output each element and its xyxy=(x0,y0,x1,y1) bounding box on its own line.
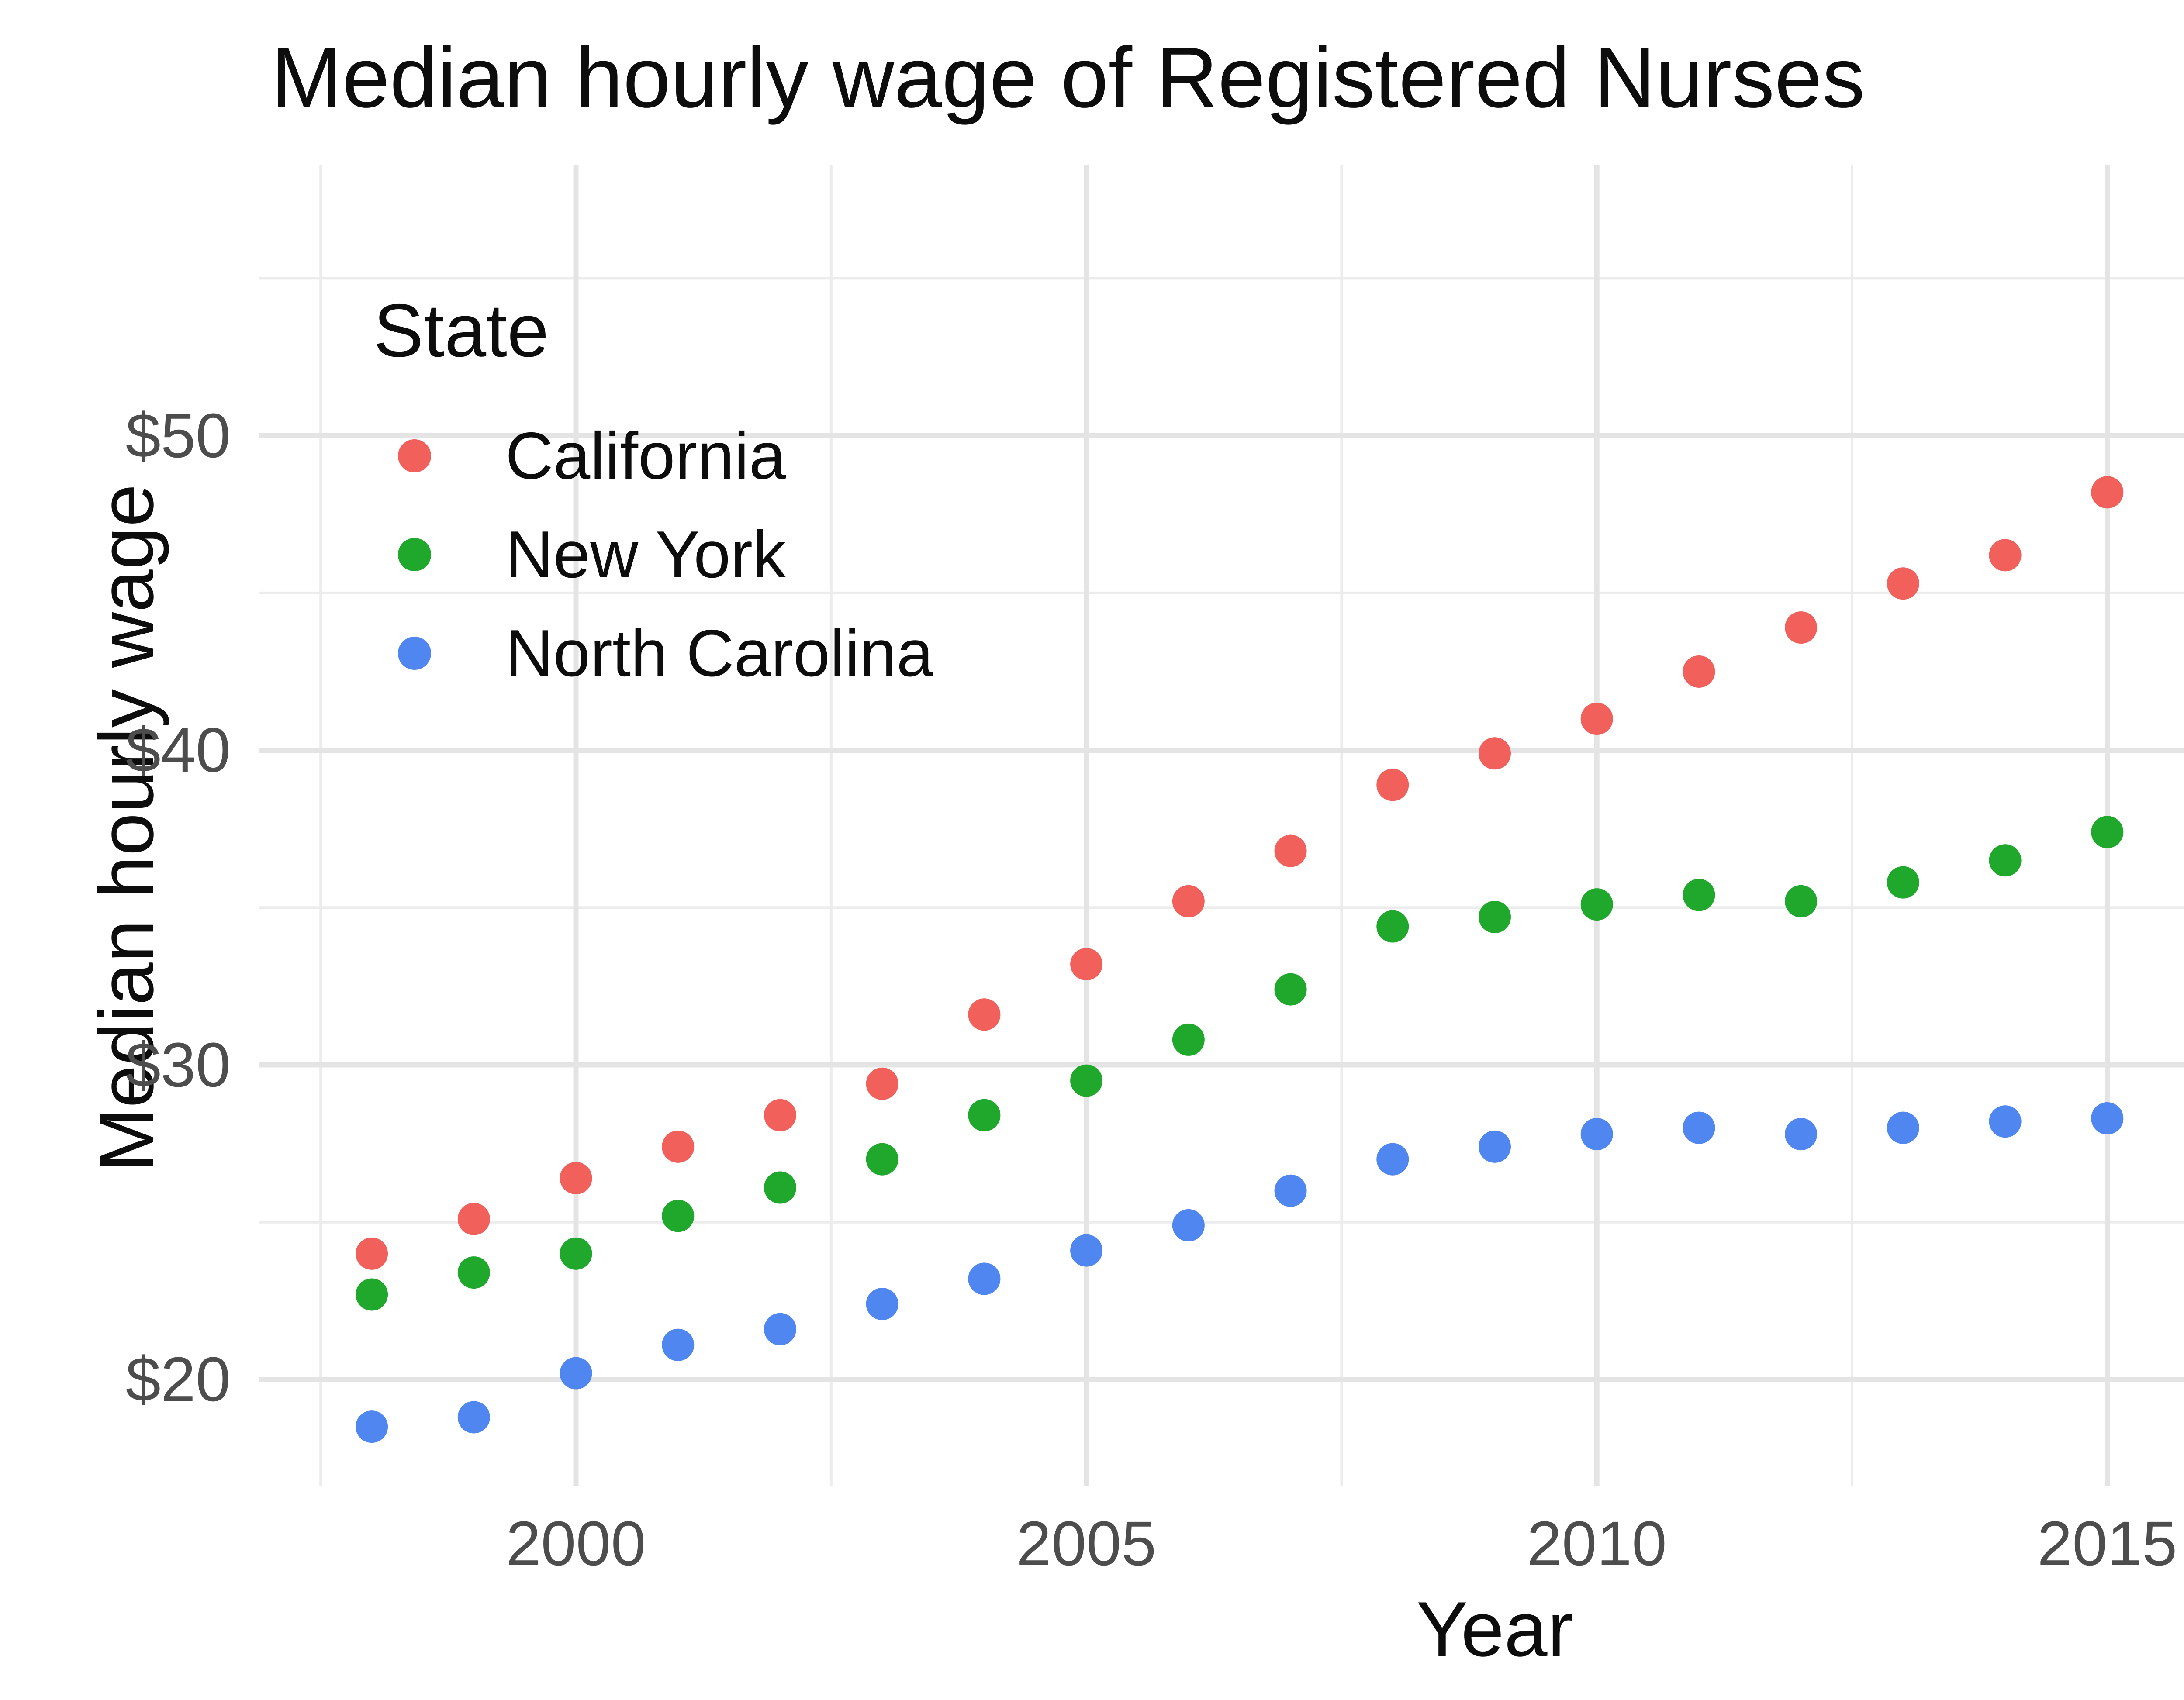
data-point xyxy=(866,1067,898,1100)
data-point xyxy=(1683,1111,1715,1144)
data-point xyxy=(356,1278,388,1311)
y-tick-label: $50 xyxy=(125,400,231,471)
data-point xyxy=(1683,655,1715,688)
north-carolina-dot-icon xyxy=(398,637,431,670)
data-point xyxy=(1580,703,1613,735)
x-axis-title: Year xyxy=(1416,1586,1573,1672)
data-point xyxy=(1479,900,1511,933)
x-tick-label: 2010 xyxy=(1527,1508,1667,1579)
data-point xyxy=(764,1171,796,1204)
y-tick-label: $40 xyxy=(125,715,231,786)
legend-item-label: North Carolina xyxy=(505,616,933,690)
x-tick-label: 2005 xyxy=(1016,1508,1157,1579)
data-point xyxy=(1683,879,1715,911)
data-point xyxy=(1785,611,1818,644)
legend-item-new-york: New York xyxy=(373,505,933,604)
data-point xyxy=(457,1256,490,1289)
data-point xyxy=(662,1200,695,1232)
data-point xyxy=(2091,816,2124,848)
data-point xyxy=(1989,844,2022,877)
data-point xyxy=(1989,1105,2022,1138)
y-tick-label: $30 xyxy=(125,1029,231,1100)
legend-item-california: California xyxy=(373,407,933,505)
data-point xyxy=(1070,1234,1103,1267)
data-point xyxy=(1376,910,1409,943)
x-tick-label: 2000 xyxy=(506,1508,646,1579)
data-point xyxy=(662,1130,695,1163)
data-point xyxy=(1887,567,1919,600)
data-point xyxy=(1580,1118,1613,1151)
data-point xyxy=(968,1099,1001,1131)
data-point xyxy=(1274,1174,1307,1207)
data-point xyxy=(968,1262,1001,1295)
data-point xyxy=(1070,1064,1103,1097)
data-point xyxy=(560,1162,592,1194)
data-point xyxy=(560,1237,592,1270)
legend-item-north-carolina: North Carolina xyxy=(373,604,933,703)
data-point xyxy=(1887,866,1919,899)
data-point xyxy=(866,1143,898,1176)
data-point xyxy=(1989,539,2022,572)
data-point xyxy=(1785,1118,1818,1151)
data-point xyxy=(1376,769,1409,801)
x-tick-label: 2015 xyxy=(2037,1508,2177,1579)
data-point xyxy=(1479,737,1511,770)
data-point xyxy=(2091,476,2124,509)
data-point xyxy=(457,1203,490,1235)
data-point xyxy=(866,1288,898,1321)
data-point xyxy=(662,1328,695,1361)
data-point xyxy=(356,1237,388,1270)
data-point xyxy=(764,1099,796,1131)
data-point xyxy=(1479,1130,1511,1163)
data-point xyxy=(1785,885,1818,917)
data-point xyxy=(1172,1209,1205,1242)
new-york-dot-icon xyxy=(398,538,431,571)
data-point xyxy=(1172,1023,1205,1056)
data-point xyxy=(1172,885,1205,917)
data-point xyxy=(1887,1111,1919,1144)
legend: State California New York North Carolina xyxy=(373,284,933,703)
data-point xyxy=(764,1313,796,1345)
data-point xyxy=(1274,973,1307,1006)
data-point xyxy=(1070,948,1103,981)
data-point xyxy=(1274,834,1307,867)
data-point xyxy=(560,1357,592,1390)
legend-item-label: New York xyxy=(505,517,786,592)
data-point xyxy=(356,1410,388,1443)
legend-item-label: California xyxy=(505,418,786,493)
data-point xyxy=(457,1401,490,1434)
data-point xyxy=(968,998,1001,1031)
data-point xyxy=(1580,888,1613,921)
data-point xyxy=(2091,1102,2124,1135)
data-point xyxy=(1376,1143,1409,1176)
chart-title: Median hourly wage of Registered Nurses xyxy=(271,30,1865,125)
california-dot-icon xyxy=(398,439,431,472)
legend-title: State xyxy=(373,289,549,372)
y-tick-labels: $20 $30 $40 $50 xyxy=(0,0,231,1700)
y-tick-label: $20 xyxy=(125,1344,231,1415)
